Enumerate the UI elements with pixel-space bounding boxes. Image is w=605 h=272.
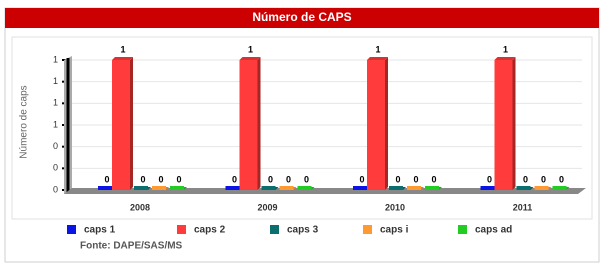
bar-base xyxy=(389,186,403,190)
bar xyxy=(367,60,385,190)
x-tick-label: 2010 xyxy=(385,202,405,212)
data-label: 0 xyxy=(176,174,181,184)
bar-base xyxy=(367,186,385,190)
y-tick-label: 1 xyxy=(53,76,58,86)
data-label: 0 xyxy=(541,174,546,184)
bar-base xyxy=(534,186,549,190)
data-label: 1 xyxy=(248,44,253,54)
x-tick-label: 2009 xyxy=(257,202,277,212)
source: Fonte: DAPE/SAS/MS xyxy=(80,241,183,252)
data-label: 0 xyxy=(158,174,163,184)
bar-top xyxy=(239,57,261,60)
bar xyxy=(112,60,130,190)
y-tick-label: 1 xyxy=(53,98,58,108)
bar-base xyxy=(152,186,166,190)
y-tick-label: 1 xyxy=(53,119,58,129)
chart-title: Número de CAPS xyxy=(252,10,351,24)
data-label: 0 xyxy=(268,174,273,184)
bar-side xyxy=(130,57,133,190)
y-tick-label: 0 xyxy=(53,184,58,194)
bar-base xyxy=(516,186,531,190)
bar xyxy=(239,60,258,190)
y-tick-label: 0 xyxy=(53,163,58,173)
legend-swatch xyxy=(363,225,372,234)
data-label: 0 xyxy=(395,174,400,184)
x-tick-label: 2011 xyxy=(513,202,533,212)
bar-base xyxy=(112,186,130,190)
y-axis-label: Número de caps xyxy=(19,85,30,158)
bar-top xyxy=(367,57,388,60)
bar-base xyxy=(239,186,258,190)
data-label: 0 xyxy=(559,174,564,184)
legend-label: caps 1 xyxy=(84,225,116,236)
data-label: 0 xyxy=(304,174,309,184)
bar-base xyxy=(279,186,294,190)
header-bar xyxy=(5,8,599,28)
data-label: 0 xyxy=(104,174,109,184)
floor xyxy=(64,188,586,194)
data-label: 0 xyxy=(232,174,237,184)
bar-base xyxy=(170,186,184,190)
legend-label: caps 2 xyxy=(194,225,226,236)
bar-side xyxy=(385,57,388,190)
bar-base xyxy=(353,186,367,190)
data-label: 1 xyxy=(375,44,380,54)
legend-label: caps 3 xyxy=(287,225,319,236)
y-tick-label: 1 xyxy=(53,54,58,64)
bar-base xyxy=(407,186,421,190)
legend-swatch xyxy=(458,225,467,234)
bar-base xyxy=(134,186,148,190)
bar-base xyxy=(261,186,276,190)
y-tick-label: 0 xyxy=(53,141,58,151)
bar-side xyxy=(512,57,516,190)
data-label: 1 xyxy=(503,44,508,54)
bar-base xyxy=(425,186,439,190)
legend-label: caps ad xyxy=(475,225,512,236)
bar-base xyxy=(98,186,112,190)
data-label: 0 xyxy=(359,174,364,184)
x-tick-label: 2008 xyxy=(130,202,150,212)
bar-side xyxy=(257,57,261,190)
data-label: 0 xyxy=(140,174,145,184)
data-label: 1 xyxy=(120,44,125,54)
data-label: 0 xyxy=(523,174,528,184)
data-label: 0 xyxy=(286,174,291,184)
legend-swatch xyxy=(177,225,186,234)
legend-label: caps i xyxy=(380,225,409,236)
bar-top xyxy=(494,57,516,60)
data-label: 0 xyxy=(487,174,492,184)
bar-base xyxy=(225,186,240,190)
plot-frame xyxy=(11,36,593,220)
bar-base xyxy=(494,186,513,190)
legend-swatch xyxy=(270,225,279,234)
bar xyxy=(494,60,513,190)
bar-base xyxy=(480,186,495,190)
bar-base xyxy=(297,186,312,190)
data-label: 0 xyxy=(413,174,418,184)
bar-top xyxy=(112,57,133,60)
data-label: 0 xyxy=(431,174,436,184)
legend-swatch xyxy=(67,225,76,234)
bar-base xyxy=(552,186,567,190)
